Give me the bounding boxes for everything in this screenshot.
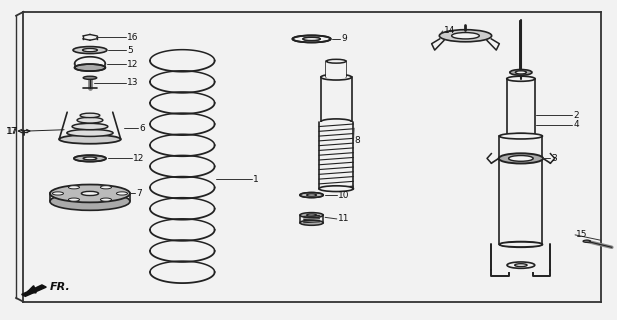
Ellipse shape: [326, 59, 346, 63]
Bar: [326, 61, 346, 77]
Ellipse shape: [59, 135, 121, 144]
Bar: [499, 136, 542, 244]
Ellipse shape: [303, 37, 320, 41]
Ellipse shape: [72, 123, 108, 130]
Text: 15: 15: [576, 230, 588, 239]
Text: 6: 6: [139, 124, 145, 132]
Ellipse shape: [507, 76, 535, 81]
Ellipse shape: [307, 194, 317, 196]
Polygon shape: [22, 285, 46, 296]
Ellipse shape: [508, 156, 533, 161]
Ellipse shape: [83, 157, 97, 160]
Bar: [507, 79, 535, 136]
Ellipse shape: [83, 49, 97, 52]
Ellipse shape: [499, 242, 542, 247]
Ellipse shape: [300, 212, 323, 218]
Text: 13: 13: [127, 78, 138, 87]
Ellipse shape: [101, 198, 112, 201]
Text: 11: 11: [338, 214, 350, 223]
Text: 5: 5: [127, 45, 133, 55]
Ellipse shape: [319, 186, 354, 192]
Ellipse shape: [83, 76, 97, 79]
Ellipse shape: [321, 74, 352, 80]
Text: 14: 14: [444, 27, 455, 36]
Text: 2: 2: [573, 111, 579, 120]
Ellipse shape: [303, 37, 320, 41]
Ellipse shape: [67, 129, 113, 136]
Text: 3: 3: [552, 154, 557, 163]
Ellipse shape: [321, 119, 352, 124]
Ellipse shape: [510, 69, 532, 75]
Text: 4: 4: [573, 120, 579, 130]
Bar: [321, 77, 352, 122]
Bar: [319, 122, 354, 189]
Ellipse shape: [50, 193, 130, 210]
Text: 8: 8: [355, 136, 360, 145]
Text: 12: 12: [127, 60, 138, 69]
Ellipse shape: [68, 198, 80, 201]
Ellipse shape: [307, 214, 317, 216]
Ellipse shape: [515, 264, 527, 267]
Ellipse shape: [452, 33, 479, 39]
Ellipse shape: [292, 36, 331, 43]
Ellipse shape: [300, 193, 323, 197]
Text: 9: 9: [341, 35, 347, 44]
Ellipse shape: [499, 242, 542, 247]
Text: 1: 1: [253, 175, 259, 184]
Text: 7: 7: [136, 189, 142, 198]
Text: FR.: FR.: [50, 282, 71, 292]
Ellipse shape: [74, 155, 106, 162]
Ellipse shape: [75, 64, 106, 71]
Ellipse shape: [439, 30, 492, 42]
Ellipse shape: [300, 220, 323, 225]
Ellipse shape: [117, 192, 128, 195]
Text: 17: 17: [6, 126, 17, 135]
Ellipse shape: [515, 71, 526, 74]
Ellipse shape: [50, 185, 130, 202]
Ellipse shape: [81, 191, 99, 196]
Ellipse shape: [507, 133, 535, 139]
Ellipse shape: [499, 153, 543, 164]
Ellipse shape: [292, 36, 331, 43]
Text: 10: 10: [338, 190, 350, 200]
Ellipse shape: [68, 186, 80, 189]
Text: 16: 16: [127, 33, 138, 42]
Text: 17: 17: [7, 126, 19, 135]
Ellipse shape: [52, 192, 64, 195]
Text: 12: 12: [133, 154, 144, 163]
Ellipse shape: [77, 117, 103, 123]
Ellipse shape: [80, 113, 100, 118]
Ellipse shape: [73, 47, 107, 53]
Ellipse shape: [583, 240, 590, 242]
Ellipse shape: [507, 262, 535, 268]
Ellipse shape: [101, 186, 112, 189]
Ellipse shape: [499, 133, 542, 139]
